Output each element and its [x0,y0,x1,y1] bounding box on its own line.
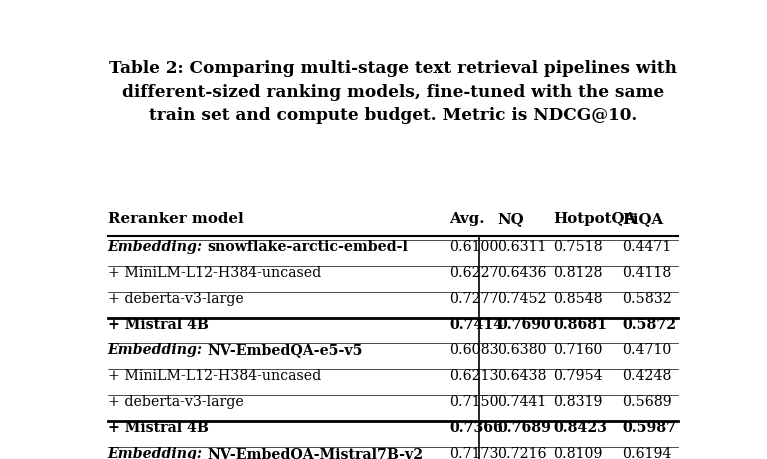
Text: 0.7150: 0.7150 [449,395,499,409]
Text: HotpotQA: HotpotQA [554,213,637,226]
Text: FiQA: FiQA [622,213,663,226]
Text: Embedding:: Embedding: [107,447,208,459]
Text: 0.8128: 0.8128 [554,266,603,280]
Text: 0.7518: 0.7518 [554,240,603,254]
Text: 0.7690: 0.7690 [497,318,551,332]
Text: NQ: NQ [497,213,524,226]
Text: + Mistral 4B: + Mistral 4B [107,318,209,332]
Text: 0.8319: 0.8319 [554,395,603,409]
Text: + deberta-v3-large: + deberta-v3-large [107,292,243,306]
Text: 0.6227: 0.6227 [449,266,499,280]
Text: 0.5872: 0.5872 [622,318,676,332]
Text: Embedding:: Embedding: [107,343,208,358]
Text: 0.6436: 0.6436 [497,266,547,280]
Text: 0.7277: 0.7277 [449,292,499,306]
Text: 0.6100: 0.6100 [449,240,499,254]
Text: 0.7414: 0.7414 [449,318,504,332]
Text: 0.4710: 0.4710 [622,343,671,358]
Text: 0.7366: 0.7366 [449,421,503,435]
Text: 0.5832: 0.5832 [622,292,672,306]
Text: 0.7954: 0.7954 [554,369,603,383]
Text: + MiniLM-L12-H384-uncased: + MiniLM-L12-H384-uncased [107,369,321,383]
Text: 0.8109: 0.8109 [554,447,603,459]
Text: 0.7441: 0.7441 [497,395,546,409]
Text: + deberta-v3-large: + deberta-v3-large [107,395,243,409]
Text: + Mistral 4B: + Mistral 4B [107,421,209,435]
Text: 0.7689: 0.7689 [497,421,551,435]
Text: 0.6213: 0.6213 [449,369,499,383]
Text: 0.4248: 0.4248 [622,369,671,383]
Text: Reranker model: Reranker model [107,213,243,226]
Text: 0.6083: 0.6083 [449,343,499,358]
Text: Avg.: Avg. [449,213,485,226]
Text: 0.4118: 0.4118 [622,266,671,280]
Text: 0.6311: 0.6311 [497,240,546,254]
Text: 0.5987: 0.5987 [622,421,676,435]
Text: 0.8681: 0.8681 [554,318,607,332]
Text: + MiniLM-L12-H384-uncased: + MiniLM-L12-H384-uncased [107,266,321,280]
Text: snowflake-arctic-embed-l: snowflake-arctic-embed-l [208,240,409,254]
Text: 0.7160: 0.7160 [554,343,603,358]
Text: 0.7173: 0.7173 [449,447,499,459]
Text: NV-EmbedQA-e5-v5: NV-EmbedQA-e5-v5 [208,343,364,358]
Text: 0.7216: 0.7216 [497,447,547,459]
Text: 0.8423: 0.8423 [554,421,607,435]
Text: 0.6438: 0.6438 [497,369,547,383]
Text: 0.6380: 0.6380 [497,343,547,358]
Text: 0.8548: 0.8548 [554,292,603,306]
Text: 0.4471: 0.4471 [622,240,671,254]
Text: 0.7452: 0.7452 [497,292,547,306]
Text: 0.5689: 0.5689 [622,395,672,409]
Text: Embedding:: Embedding: [107,240,208,254]
Text: NV-EmbedQA-Mistral7B-v2: NV-EmbedQA-Mistral7B-v2 [208,447,423,459]
Text: Table 2: Comparing multi-stage text retrieval pipelines with
different-sized ran: Table 2: Comparing multi-stage text retr… [109,61,677,124]
Text: 0.6194: 0.6194 [622,447,671,459]
